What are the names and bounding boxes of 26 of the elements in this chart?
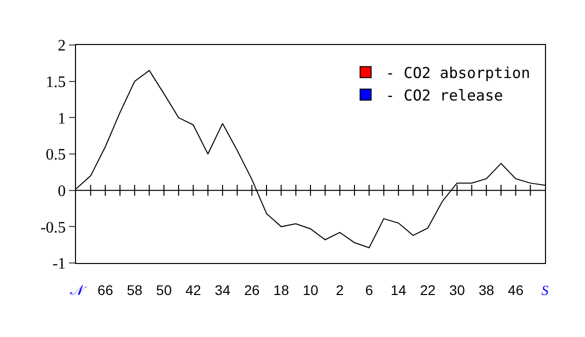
x-tick-label: 42 — [185, 282, 202, 298]
x-tick-label: 46 — [508, 282, 524, 298]
y-tick-label: 1 — [58, 110, 66, 128]
y-tick-label: -1 — [52, 256, 66, 273]
x-tick-label: 58 — [126, 282, 143, 298]
x-tick-label: 18 — [273, 282, 290, 298]
x-tick-label: 2 — [336, 282, 344, 298]
x-tick-label: S — [542, 284, 548, 299]
y-tick-label: 1.5 — [46, 74, 66, 91]
x-tick-label: 34 — [214, 282, 231, 298]
x-tick-label: 30 — [449, 282, 466, 298]
x-tick-label: 38 — [478, 282, 494, 298]
y-tick-label: 2 — [58, 38, 66, 55]
y-tick-label: 0.5 — [46, 146, 66, 164]
x-tick-label: 26 — [244, 282, 260, 298]
x-tick-label: 10 — [302, 282, 318, 298]
x-tick-label: 22 — [420, 282, 436, 298]
x-tick-label: 𝒩 — [70, 284, 88, 299]
legend-label: - CO2 release — [386, 86, 504, 104]
y-tick-label: -0.5 — [40, 219, 66, 236]
legend-label: - CO2 absorption — [386, 64, 530, 82]
x-tick-label: 66 — [98, 282, 114, 298]
y-tick-label: 0 — [58, 182, 66, 200]
x-tick-label: 50 — [156, 282, 172, 298]
x-tick-label: 6 — [365, 282, 374, 298]
x-tick-label: 14 — [390, 282, 406, 298]
